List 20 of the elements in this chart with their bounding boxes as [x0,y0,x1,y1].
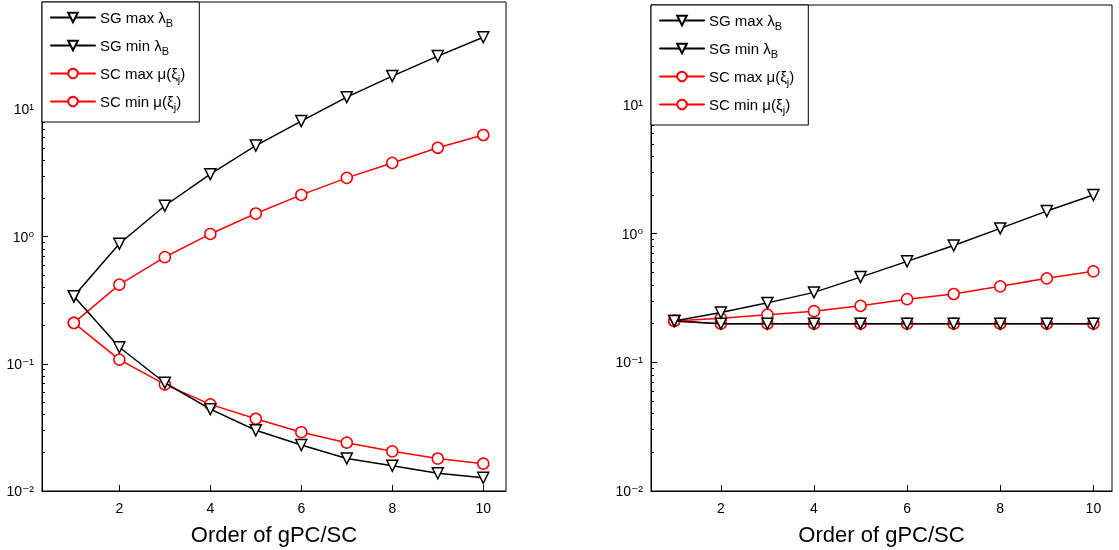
y-tick-label: 10⁰ [621,225,644,242]
y-tick-label: 10⁻¹ [615,354,644,371]
y-tick-label: 10⁻¹ [6,355,35,372]
x-axis-title: Order of gPC/SC [798,521,965,547]
y-tick-label: 10¹ [13,101,35,118]
y-tick-label: 10⁰ [12,228,35,245]
x-axis-title: Order of gPC/SC [190,521,358,547]
x-tick-label: 10 [1085,500,1102,516]
x-tick-label: 4 [206,500,215,516]
x-tick-label: 2 [115,500,124,516]
x-tick-label: 6 [297,500,306,516]
x-tick-label: 4 [810,500,819,516]
y-tick-label: 10⁻² [6,483,35,499]
y-tick-label: 10¹ [622,97,644,114]
x-tick-label: 8 [996,500,1005,516]
x-tick-label: 2 [716,500,725,516]
x-tick-label: 10 [475,500,492,516]
x-tick-label: 6 [903,500,912,516]
y-tick-label: 10⁻² [615,483,644,499]
x-tick-label: 8 [388,500,397,516]
